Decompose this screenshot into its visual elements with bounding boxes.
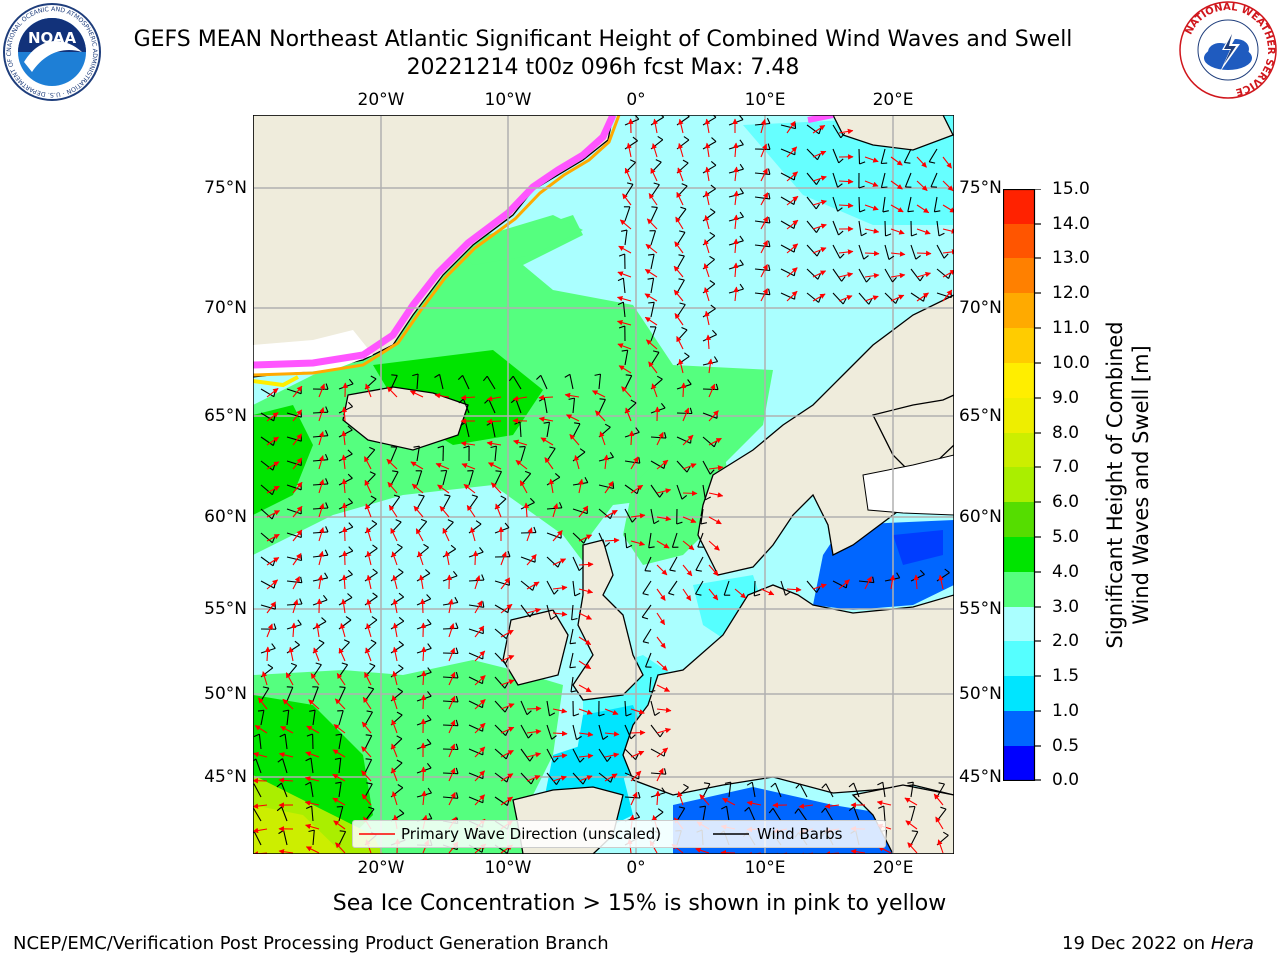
colorbar-tick-label: 2.0 <box>1052 631 1080 651</box>
lat-tick-left-55n: 55°N <box>204 599 247 619</box>
lat-tick-right-45n: 45°N <box>959 767 1002 787</box>
lat-tick-right-60n: 60°N <box>959 507 1002 527</box>
colorbar-tick-label: 4.0 <box>1052 562 1080 582</box>
colorbar-band <box>1003 398 1035 433</box>
wave-direction-legend-line <box>359 833 395 835</box>
colorbar-tick-label: 3.0 <box>1052 597 1080 617</box>
lat-tick-left-70n: 70°N <box>204 298 247 318</box>
sea-ice-edge <box>253 115 617 369</box>
lon-tick-top-20w: 20°W <box>357 90 405 110</box>
graticule <box>253 115 954 854</box>
lon-tick-top-0: 0° <box>626 90 646 110</box>
colorbar-title-line1: Significant Height of Combined <box>1103 321 1127 649</box>
colorbar-tick-label: 15.0 <box>1052 179 1090 199</box>
colorbar-tick-label: 6.0 <box>1052 492 1080 512</box>
lon-tick-bottom-20e: 20°E <box>872 858 914 878</box>
wave-direction-arrows <box>253 118 954 854</box>
colorbar-tick-label: 0.0 <box>1052 770 1080 790</box>
colorbar-band <box>1003 537 1035 572</box>
nws-logo: NATIONAL WEATHER SERVICE <box>1179 1 1277 99</box>
lon-tick-top-10w: 10°W <box>484 90 532 110</box>
colorbar-band <box>1003 502 1035 537</box>
lat-tick-left-60n: 60°N <box>204 507 247 527</box>
colorbar-tick-label: 1.0 <box>1052 701 1080 721</box>
lat-tick-left-50n: 50°N <box>204 684 247 704</box>
footer-date: 19 Dec 2022 on <box>1062 933 1211 954</box>
colorbar-title-line2: Wind Waves and Swell [m] <box>1129 345 1153 625</box>
continental-europe <box>622 584 954 796</box>
wave-direction-legend-label: Primary Wave Direction (unscaled) <box>401 825 662 843</box>
colorbar-band <box>1003 433 1035 467</box>
colorbar-band <box>1003 676 1035 711</box>
lat-tick-left-75n: 75°N <box>204 178 247 198</box>
lat-tick-left-65n: 65°N <box>204 406 247 426</box>
colorbar-band <box>1003 258 1035 293</box>
footer-left: NCEP/EMC/Verification Post Processing Pr… <box>13 933 609 954</box>
map-legend: Primary Wave Direction (unscaled) Wind B… <box>352 820 886 848</box>
lat-tick-right-65n: 65°N <box>959 406 1002 426</box>
colorbar-band <box>1003 328 1035 363</box>
colorbar-band <box>1003 467 1035 502</box>
svg-text:NOAA: NOAA <box>28 29 77 47</box>
colorbar-band <box>1003 293 1035 328</box>
colorbar-band <box>1003 641 1035 676</box>
lon-tick-top-20e: 20°E <box>872 90 914 110</box>
lat-tick-right-70n: 70°N <box>959 298 1002 318</box>
colorbar-tick-label: 1.5 <box>1052 666 1080 686</box>
colorbar <box>1003 189 1041 781</box>
colorbar-band <box>1003 746 1035 780</box>
colorbar-tick-label: 12.0 <box>1052 283 1090 303</box>
wind-barbs-legend-label: Wind Barbs <box>757 825 843 843</box>
colorbar-band <box>1003 363 1035 398</box>
colorbar-tick-label: 13.0 <box>1052 248 1090 268</box>
lon-tick-bottom-10e: 10°E <box>744 858 786 878</box>
colorbar-tick-label: 10.0 <box>1052 353 1090 373</box>
wind-barbs-legend-line <box>713 833 749 835</box>
ireland <box>502 609 569 686</box>
lon-tick-top-10e: 10°E <box>744 90 786 110</box>
wave-height-map <box>253 115 954 854</box>
colorbar-tick-label: 14.0 <box>1052 214 1090 234</box>
footer-right: 19 Dec 2022 on Hera <box>1062 933 1254 955</box>
colorbar-band <box>1003 572 1035 607</box>
chart-title: GEFS MEAN Northeast Atlantic Significant… <box>133 27 1073 52</box>
colorbar-band <box>1003 189 1035 224</box>
colorbar-band <box>1003 607 1035 641</box>
colorbar-tick-label: 8.0 <box>1052 423 1080 443</box>
colorbar-tick-label: 5.0 <box>1052 527 1080 547</box>
lat-tick-left-45n: 45°N <box>204 767 247 787</box>
lon-tick-bottom-0: 0° <box>626 858 646 878</box>
colorbar-title: Significant Height of Combined Wind Wave… <box>1102 285 1154 685</box>
sea-ice-note: Sea Ice Concentration > 15% is shown in … <box>332 891 947 916</box>
iceland <box>342 386 469 451</box>
colorbar-band <box>1003 711 1035 746</box>
lon-tick-bottom-10w: 10°W <box>484 858 532 878</box>
lat-tick-right-75n: 75°N <box>959 178 1002 198</box>
colorbar-tick-label: 7.0 <box>1052 457 1080 477</box>
lat-tick-right-50n: 50°N <box>959 684 1002 704</box>
lat-tick-right-55n: 55°N <box>959 599 1002 619</box>
great-britain <box>572 539 644 701</box>
colorbar-tick-label: 9.0 <box>1052 388 1080 408</box>
colorbar-band <box>1003 224 1035 258</box>
colorbar-tick-label: 11.0 <box>1052 318 1090 338</box>
lon-tick-bottom-20w: 20°W <box>357 858 405 878</box>
chart-subtitle: 20221214 t00z 096h fcst Max: 7.48 <box>406 55 800 80</box>
noaa-logo: NATIONAL OCEANIC AND ATMOSPHERIC ADMINIS… <box>2 2 101 101</box>
footer-host: Hera <box>1210 933 1254 954</box>
colorbar-tick-label: 0.5 <box>1052 736 1080 756</box>
